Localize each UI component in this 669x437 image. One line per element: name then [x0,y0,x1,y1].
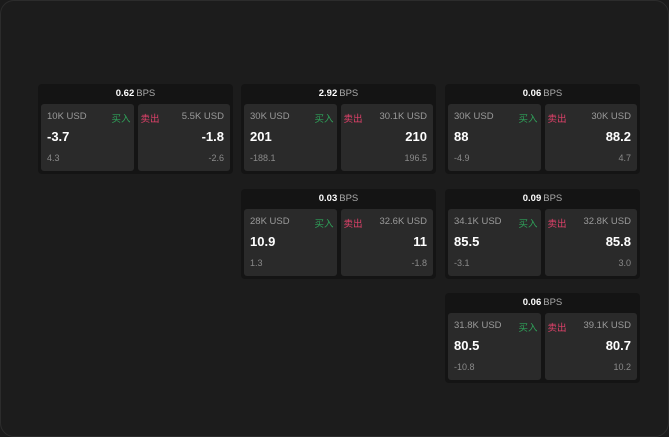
spread-header: 0.62 BPS [38,84,233,104]
sell-price: 85.8 [605,234,631,249]
buy-label: 买入 [518,323,538,334]
buy-change: -4.9 [454,153,470,163]
buy-size: 34.1K USD [454,216,502,227]
quote-panel: 0.09 BPS 34.1K USD 买入 85.5 -3.1 32.8K USD… [445,189,640,279]
buy-price: 80.5 [454,338,480,353]
buy-label: 买入 [518,219,538,230]
sell-quote-cell[interactable]: 30.1K USD 卖出 210 196.5 [340,104,433,171]
spread-header: 0.03 BPS [241,189,436,209]
sell-size: 30K USD [591,111,631,122]
sell-price: 80.7 [605,338,631,353]
buy-price: -3.7 [47,129,70,144]
spread-header: 0.06 BPS [445,84,640,104]
sell-price: 11 [413,234,427,249]
buy-quote-cell[interactable]: 30K USD 买入 88 -4.9 [448,104,541,171]
sell-quote-cell[interactable]: 5.5K USD 卖出 -1.8 -2.6 [137,104,230,171]
quote-panel: 0.03 BPS 28K USD 买入 10.9 1.3 32.6K USD 卖出… [241,189,436,279]
sell-change: 3.0 [618,258,631,268]
spread-value: 0.62 [115,88,135,99]
buy-price: 85.5 [454,234,480,249]
spread-unit: BPS [543,193,563,204]
sell-quote-cell[interactable]: 32.6K USD 卖出 11 -1.8 [340,209,433,276]
sell-quote-cell[interactable]: 30K USD 卖出 88.2 4.7 [544,104,637,171]
sell-quote-cell[interactable]: 32.8K USD 卖出 85.8 3.0 [544,209,637,276]
buy-price: 88 [454,129,469,144]
sell-label: 卖出 [547,219,567,230]
buy-label: 买入 [111,114,131,125]
sell-label: 卖出 [547,114,567,125]
buy-change: -10.8 [454,362,475,372]
sell-label: 卖出 [140,114,160,125]
spread-header: 0.06 BPS [445,293,640,313]
spread-unit: BPS [136,88,156,99]
spread-value: 0.03 [318,193,338,204]
sell-price: -1.8 [201,129,224,144]
sell-label: 卖出 [547,323,567,334]
quote-panel: 0.62 BPS 10K USD 买入 -3.7 4.3 5.5K USD 卖出 … [38,84,233,174]
buy-label: 买入 [518,114,538,125]
spread-header: 0.09 BPS [445,189,640,209]
buy-label: 买入 [314,219,334,230]
spread-value: 0.06 [522,297,542,308]
sell-price: 88.2 [605,129,631,144]
buy-price: 201 [250,129,272,144]
buy-quote-cell[interactable]: 30K USD 买入 201 -188.1 [244,104,337,171]
quote-panel: 0.06 BPS 31.8K USD 买入 80.5 -10.8 39.1K US… [445,293,640,383]
quote-panel: 0.06 BPS 30K USD 买入 88 -4.9 30K USD 卖出 88… [445,84,640,174]
spread-value: 0.09 [522,193,542,204]
sell-change: 10.2 [613,362,631,372]
buy-size: 30K USD [250,111,290,122]
quote-panel: 2.92 BPS 30K USD 买入 201 -188.1 30.1K USD … [241,84,436,174]
buy-change: 1.3 [250,258,263,268]
buy-size: 10K USD [47,111,87,122]
buy-size: 31.8K USD [454,320,502,331]
sell-size: 5.5K USD [181,111,224,122]
sell-size: 32.6K USD [379,216,427,227]
buy-quote-cell[interactable]: 31.8K USD 买入 80.5 -10.8 [448,313,541,380]
sell-change: -2.6 [208,153,224,163]
buy-price: 10.9 [250,234,276,249]
sell-size: 32.8K USD [583,216,631,227]
sell-change: -1.8 [411,258,427,268]
spread-unit: BPS [543,297,563,308]
sell-size: 30.1K USD [379,111,427,122]
spread-unit: BPS [543,88,563,99]
spread-unit: BPS [339,88,359,99]
buy-change: -3.1 [454,258,470,268]
sell-quote-cell[interactable]: 39.1K USD 卖出 80.7 10.2 [544,313,637,380]
sell-price: 210 [405,129,427,144]
buy-change: -188.1 [250,153,276,163]
buy-size: 30K USD [454,111,494,122]
spread-header: 2.92 BPS [241,84,436,104]
buy-change: 4.3 [47,153,60,163]
spread-value: 2.92 [318,88,338,99]
sell-label: 卖出 [343,219,363,230]
sell-change: 196.5 [404,153,427,163]
buy-quote-cell[interactable]: 34.1K USD 买入 85.5 -3.1 [448,209,541,276]
buy-size: 28K USD [250,216,290,227]
buy-quote-cell[interactable]: 28K USD 买入 10.9 1.3 [244,209,337,276]
spread-unit: BPS [339,193,359,204]
sell-change: 4.7 [618,153,631,163]
spread-value: 0.06 [522,88,542,99]
sell-size: 39.1K USD [583,320,631,331]
buy-label: 买入 [314,114,334,125]
buy-quote-cell[interactable]: 10K USD 买入 -3.7 4.3 [41,104,134,171]
sell-label: 卖出 [343,114,363,125]
